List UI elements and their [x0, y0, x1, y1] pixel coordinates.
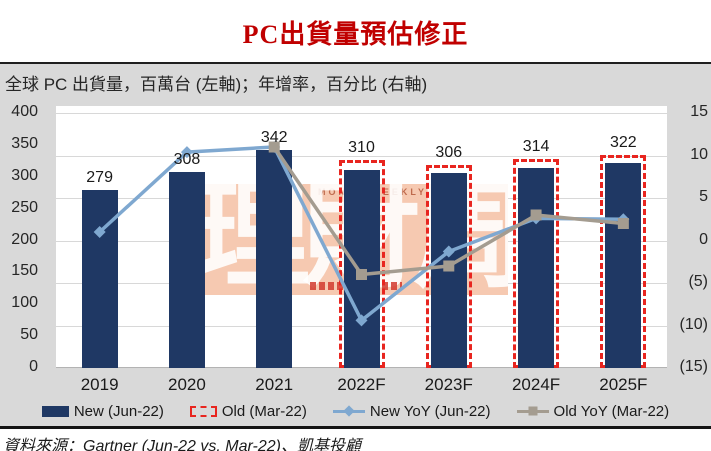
legend-label: New YoY (Jun-22)	[369, 402, 491, 420]
axis-description: 全球 PC 出貨量，百萬台 (左軸)；年增率，百分比 (右軸)	[5, 75, 428, 94]
x-axis-category-label: 2023F	[424, 375, 473, 394]
gridline	[56, 368, 667, 369]
right-axis-tick: (10)	[679, 315, 708, 333]
bar-value-label: 322	[609, 134, 637, 152]
legend-item: Old (Mar-22)	[189, 402, 307, 420]
legend-item: New YoY (Jun-22)	[332, 402, 491, 420]
legend-swatch-new-yoy	[332, 405, 365, 417]
x-axis-category-label: 2019	[80, 375, 119, 394]
shipment-bar	[81, 190, 118, 368]
legend-swatch-old-yoy	[516, 406, 549, 416]
bar-value-label: 342	[260, 128, 288, 146]
left-axis-tick: 0	[29, 358, 38, 375]
legend-swatch-new-bar	[41, 405, 69, 417]
shipment-bar	[256, 149, 293, 368]
x-axis-category-label: 2024F	[511, 375, 561, 394]
left-axis-tick: 350	[11, 134, 38, 152]
bar-value-label: 308	[173, 150, 201, 168]
right-axis-tick: 0	[699, 230, 708, 248]
left-axis-tick: 150	[11, 262, 38, 280]
bar-value-label: 279	[86, 169, 113, 187]
legend-label: Old (Mar-22)	[221, 402, 307, 420]
chart-title: PC出貨量預估修正	[242, 20, 469, 49]
shipment-bar	[518, 167, 555, 368]
left-axis-tick: 50	[20, 326, 38, 344]
x-axis-category-label: 2025F	[599, 375, 648, 394]
chart-legend: New (Jun-22) Old (Mar-22) New YoY (Jun-22)…	[0, 399, 711, 423]
gridline	[56, 113, 667, 114]
legend-item: New (Jun-22)	[41, 402, 164, 420]
left-axis-tick: 250	[11, 198, 38, 216]
right-axis-tick: 5	[699, 188, 708, 205]
left-axis-tick: 200	[11, 230, 38, 248]
diamond-marker-icon	[343, 405, 355, 417]
bar-value-label: 314	[522, 137, 550, 155]
left-axis-tick: 300	[11, 166, 38, 184]
shipment-bar	[168, 171, 205, 368]
right-axis-tick: 10	[690, 145, 708, 163]
x-axis-category-label: 2021	[255, 375, 294, 394]
shipment-bar	[430, 172, 467, 368]
legend-label: Old YoY (Mar-22)	[553, 402, 670, 420]
legend-label: New (Jun-22)	[73, 402, 164, 420]
left-axis-tick: 100	[11, 294, 38, 312]
source-note: 資料來源：Gartner (Jun-22 vs. Mar-22)、凱基投顧	[3, 438, 361, 451]
left-axis-tick: 400	[11, 103, 38, 120]
square-marker-icon	[528, 406, 538, 416]
bar-value-label: 310	[348, 138, 375, 156]
right-axis-tick: (15)	[679, 358, 708, 375]
shipment-bar	[605, 162, 642, 368]
right-axis-tick: 15	[690, 103, 708, 120]
legend-swatch-old-bar	[189, 405, 217, 417]
x-axis-category-label: 2022F	[337, 375, 386, 394]
legend-item: Old YoY (Mar-22)	[516, 402, 670, 420]
x-axis-category-label: 2020	[168, 375, 206, 394]
right-axis-tick: (5)	[688, 273, 708, 290]
shipment-bar	[343, 170, 380, 368]
bar-value-label: 306	[435, 144, 463, 162]
